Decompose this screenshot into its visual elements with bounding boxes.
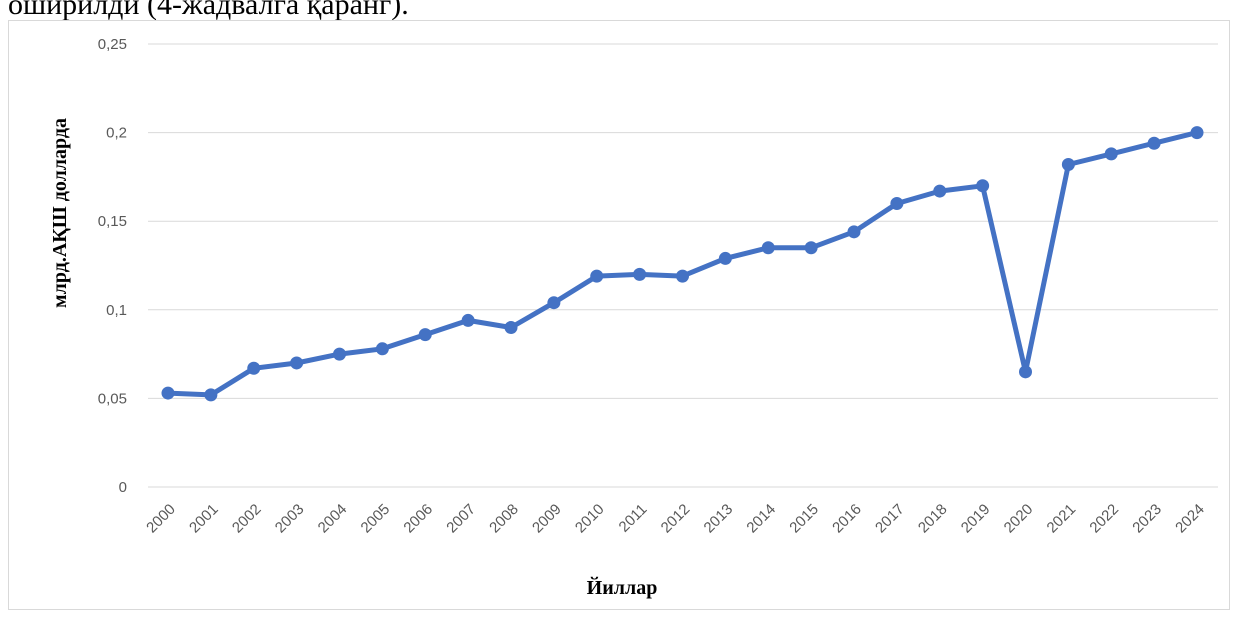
data-point [718, 251, 732, 265]
x-tick-label: 2005 [358, 501, 394, 537]
gridlines [148, 43, 1218, 488]
data-point [504, 321, 518, 335]
y-tick-label: 0,15 [98, 213, 127, 230]
x-tick-label: 2007 [443, 501, 479, 537]
x-tick-label: 2008 [486, 501, 522, 537]
y-tick-label: 0 [119, 479, 127, 496]
data-point [761, 241, 775, 255]
data-point [204, 388, 218, 402]
x-tick-label: 2004 [315, 501, 351, 537]
x-tick-label: 2024 [1172, 501, 1208, 537]
data-point [161, 386, 175, 400]
data-point [1147, 136, 1161, 150]
x-tick-label: 2003 [272, 501, 308, 537]
data-point [547, 296, 561, 310]
x-tick-label: 2001 [186, 501, 222, 537]
data-point [1019, 365, 1032, 379]
data-point [633, 267, 647, 281]
x-tick-label: 2009 [529, 501, 565, 537]
data-points [161, 126, 1204, 402]
x-axis-title: Йиллар [587, 576, 658, 599]
data-point [590, 269, 604, 283]
x-tick-label: 2016 [829, 501, 865, 537]
y-tick-label: 0,1 [106, 302, 127, 319]
x-tick-label: 2018 [915, 501, 951, 537]
x-tick-label: 2015 [786, 501, 822, 537]
data-point [890, 196, 904, 210]
data-point [418, 328, 432, 342]
data-point [1061, 157, 1075, 171]
data-point [933, 184, 947, 198]
data-point [847, 225, 861, 239]
x-tick-label: 2020 [1001, 501, 1037, 537]
data-point [1104, 147, 1118, 161]
x-tick-label: 2012 [658, 501, 694, 537]
series-line [165, 130, 1200, 398]
x-tick-label: 2002 [229, 501, 265, 537]
data-point [247, 361, 261, 375]
x-tick-label: 2023 [1129, 501, 1165, 537]
data-point [333, 347, 346, 361]
data-point [461, 313, 475, 327]
intro-text-fragment: оширилди (4-жадвалга қаранг). [8, 0, 409, 21]
data-point [676, 269, 689, 283]
chart-area [8, 20, 1230, 610]
x-tick-label: 2019 [958, 501, 994, 537]
data-point [290, 356, 304, 370]
x-tick-label: 2021 [1044, 501, 1080, 537]
data-point [804, 241, 818, 255]
x-tick-label: 2013 [701, 501, 737, 537]
x-tick-label: 2014 [743, 501, 779, 537]
x-axis-ticks: 2000 2001 2002 2003 2004 2005 2006 2007 2008 2009… [143, 501, 1208, 537]
data-point [1190, 126, 1204, 140]
x-tick-label: 2011 [616, 501, 651, 536]
y-tick-label: 0,2 [106, 125, 127, 142]
data-point [375, 342, 389, 356]
x-tick-label: 2000 [143, 501, 179, 537]
x-tick-label: 2022 [1086, 501, 1122, 537]
y-tick-label: 0,25 [98, 36, 127, 53]
x-tick-label: 2006 [400, 501, 436, 537]
y-tick-label: 0,05 [98, 390, 127, 407]
x-tick-label: 2017 [872, 501, 908, 537]
x-tick-label: 2010 [572, 501, 608, 537]
y-axis-ticks: 0 0,05 0,1 0,15 0,2 0,25 [98, 36, 127, 496]
data-point [976, 179, 990, 193]
y-axis-title: млрд.АҚШ долларда [49, 118, 71, 308]
